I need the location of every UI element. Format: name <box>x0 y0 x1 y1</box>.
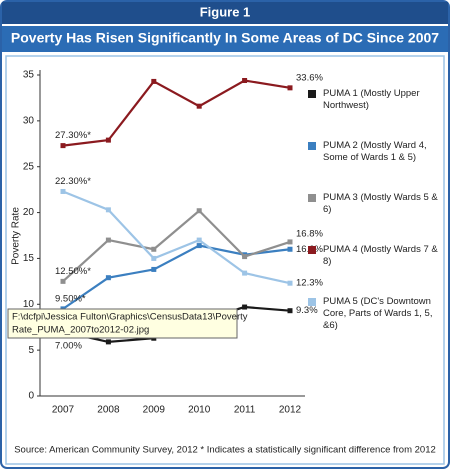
data-label: 33.6% <box>296 72 323 83</box>
data-label: 7.00% <box>55 340 82 351</box>
y-tick-label: 5 <box>28 345 34 356</box>
legend-label: PUMA 5 (DC's Downtown Core, Parts of War… <box>323 296 433 331</box>
legend-entry: PUMA 3 (Mostly Wards 5 & 6) <box>308 192 445 216</box>
marker <box>196 243 202 249</box>
data-label: 27.30%* <box>55 130 91 141</box>
chart-title: Poverty Has Risen Significantly In Some … <box>11 30 439 46</box>
x-tick-label: 2007 <box>52 405 75 416</box>
legend-swatch <box>308 90 316 98</box>
marker <box>60 278 66 284</box>
marker <box>151 266 157 272</box>
marker <box>242 304 248 310</box>
legend-label: PUMA 4 (Mostly Wards 7 & 8) <box>323 244 438 267</box>
x-tick-label: 2012 <box>279 405 302 416</box>
marker <box>196 237 202 243</box>
marker <box>287 85 293 91</box>
marker <box>60 143 66 149</box>
legend-entry: PUMA 1 (Mostly Upper Northwest) <box>308 88 445 112</box>
marker <box>105 137 111 143</box>
y-tick-label: 10 <box>23 299 35 310</box>
data-label: 12.50%* <box>55 266 91 277</box>
marker <box>242 78 248 84</box>
y-tick-label: 20 <box>23 207 35 218</box>
marker <box>151 78 157 84</box>
y-tick-label: 15 <box>23 253 35 264</box>
marker <box>287 308 293 314</box>
series-line <box>62 79 291 147</box>
y-tick-label: 25 <box>23 161 35 172</box>
marker <box>105 207 111 213</box>
marker <box>105 275 111 281</box>
marker <box>151 255 157 261</box>
data-label: 22.30%* <box>55 176 91 187</box>
marker <box>151 246 157 252</box>
legend-entry: PUMA 5 (DC's Downtown Core, Parts of War… <box>308 296 445 332</box>
x-tick-label: 2009 <box>143 405 166 416</box>
series-line <box>62 190 291 285</box>
y-tick-label: 0 <box>28 391 34 402</box>
y-tick-label: 30 <box>23 115 35 126</box>
plot-frame <box>5 55 445 465</box>
tooltip-text: Rate_PUMA_2007to2012-02.jpg <box>12 325 149 336</box>
marker <box>287 280 293 286</box>
x-tick-label: 2011 <box>234 405 256 416</box>
legend-swatch <box>308 194 316 202</box>
legend-entry: PUMA 2 (Mostly Ward 4, Some of Wards 1 &… <box>308 140 445 164</box>
x-tick-label: 2008 <box>97 405 120 416</box>
legend-swatch <box>308 142 316 150</box>
legend-entry: PUMA 4 (Mostly Wards 7 & 8) <box>308 244 445 268</box>
x-tick-label: 2010 <box>188 405 211 416</box>
legend-swatch <box>308 298 316 306</box>
marker <box>242 254 248 260</box>
tooltip-box <box>7 308 238 339</box>
marker <box>60 188 66 194</box>
data-label: 16.8% <box>296 228 323 239</box>
source: Source: American Community Survey, 2012 … <box>14 445 436 456</box>
marker <box>105 237 111 243</box>
y-axis-label: Poverty Rate <box>11 207 22 265</box>
legend-label: PUMA 3 (Mostly Wards 5 & 6) <box>323 192 438 215</box>
marker <box>105 339 111 345</box>
legend-label: PUMA 1 (Mostly Upper Northwest) <box>323 88 420 111</box>
y-tick-label: 35 <box>23 70 35 81</box>
marker <box>287 239 293 245</box>
legend-label: PUMA 2 (Mostly Ward 4, Some of Wards 1 &… <box>323 140 427 163</box>
data-label: 9.3% <box>296 305 318 316</box>
title-bar <box>2 26 448 52</box>
figure-bar <box>2 2 448 24</box>
marker <box>242 270 248 276</box>
marker <box>287 246 293 252</box>
data-label: 12.3% <box>296 278 323 289</box>
figure-label: Figure 1 <box>200 4 251 19</box>
data-label: 9.50%* <box>55 293 86 304</box>
series-line <box>62 209 291 283</box>
marker <box>196 103 202 109</box>
legend-swatch <box>308 246 316 254</box>
tooltip-text: F:\dcfpi\Jessica Fulton\Graphics\CensusD… <box>12 312 248 323</box>
marker <box>196 208 202 214</box>
